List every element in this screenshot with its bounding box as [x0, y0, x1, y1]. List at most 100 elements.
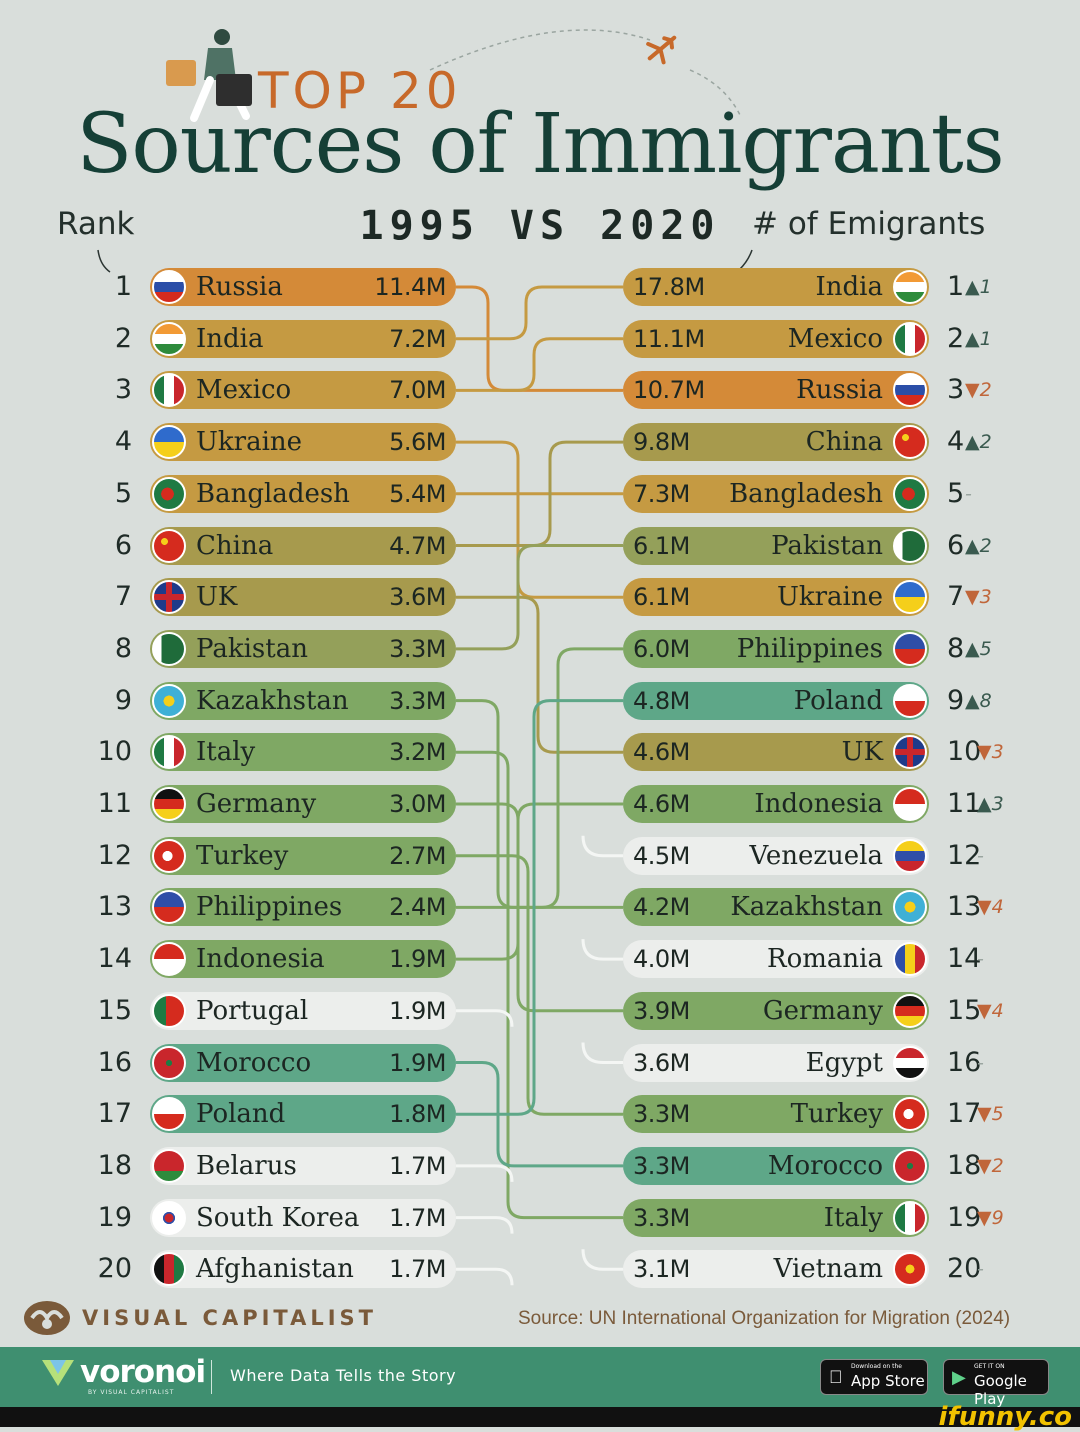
afghanistan-flag — [152, 1252, 186, 1287]
visual-capitalist-logo — [24, 1301, 70, 1335]
app-store-small: Download on the — [851, 1363, 902, 1370]
emigrant-value: 4.5M — [633, 841, 690, 870]
emigrant-value: 11.4M — [374, 273, 446, 301]
years-header: 1995 VS 2020 — [359, 203, 721, 249]
uk-flag — [893, 735, 927, 770]
emigrants-header: # of Emigrants — [752, 206, 986, 242]
india-flag — [152, 321, 186, 356]
rank-change: ▼4 — [977, 999, 1004, 1022]
poland-flag — [152, 1097, 186, 1132]
emigrant-value: 1.9M — [389, 1048, 446, 1077]
country-name: Vietnam — [773, 1254, 883, 1285]
philippines-flag — [152, 890, 186, 925]
country-name: Bangladesh — [196, 478, 350, 509]
country-name: UK — [841, 737, 883, 768]
country-name: Mexico — [196, 375, 292, 406]
country-pill-2020: 3.9M Germany — [623, 991, 929, 1030]
emigrant-value: 4.6M — [633, 790, 690, 818]
rank-1995: 5 — [114, 477, 132, 509]
emigrant-value: 3.9M — [633, 996, 690, 1025]
country-pill-2020: 4.6M UK — [623, 733, 929, 772]
country-pill-2020: 3.1M Vietnam — [623, 1250, 929, 1289]
country-pill-1995: Bangladesh 5.4M — [150, 474, 456, 513]
rank-2020: 6 — [947, 529, 965, 561]
country-name: Russia — [196, 272, 283, 302]
emigrant-value: 5.6M — [389, 428, 446, 457]
emigrant-value: 4.2M — [633, 893, 690, 922]
emigrant-value: 3.3M — [633, 1100, 690, 1129]
country-name: Kazakhstan — [196, 685, 349, 716]
rank-2020: 9 — [947, 684, 965, 716]
mexico-flag — [893, 321, 927, 356]
rank-2020: 11 — [947, 788, 982, 819]
country-pill-1995: Ukraine 5.6M — [150, 423, 456, 462]
top20-kicker: TOP 20 — [258, 62, 462, 120]
rank-change: - — [977, 1258, 984, 1281]
rank-change: ▲1 — [965, 276, 992, 298]
rank-2020: 2 — [947, 322, 965, 354]
country-pill-2020: 3.3M Turkey — [623, 1095, 929, 1134]
country-name: India — [196, 323, 264, 354]
rank-2020: 8 — [947, 632, 965, 664]
google-play-small: GET IT ON — [974, 1363, 1005, 1370]
bangladesh-flag — [152, 476, 186, 511]
country-name: Italy — [823, 1202, 883, 1233]
country-pill-1995: Portugal 1.9M — [150, 991, 456, 1030]
india-flag — [893, 270, 927, 304]
emigrant-value: 6.0M — [633, 634, 690, 663]
country-name: Indonesia — [196, 944, 325, 975]
connector-uk — [456, 595, 623, 754]
app-subtitle: BY VISUAL CAPITALIST — [88, 1389, 175, 1396]
rank-change: - — [977, 844, 984, 867]
rank-change: - — [977, 948, 984, 971]
country-name: Philippines — [196, 892, 343, 923]
connector-new-romania — [581, 939, 623, 961]
country-pill-2020: 4.5M Venezuela — [623, 836, 929, 875]
country-pill-1995: Germany 3.0M — [150, 785, 456, 823]
country-name: Kazakhstan — [730, 892, 883, 923]
country-pill-1995: Afghanistan 1.7M — [150, 1250, 456, 1289]
tagline: Where Data Tells the Story — [230, 1366, 457, 1385]
connector-new-egypt — [581, 1042, 623, 1064]
rank-2020: 7 — [947, 581, 965, 613]
rank-change: ▼3 — [965, 586, 992, 609]
connector-turkey — [456, 854, 623, 1116]
emigrant-value: 3.6M — [389, 583, 446, 612]
rank-2020: 1 — [947, 271, 965, 302]
emigrant-value: 2.7M — [389, 841, 446, 870]
country-name: Indonesia — [754, 789, 883, 819]
app-store-button[interactable]:  Download on the App Store — [820, 1359, 928, 1395]
connector-south-korea — [456, 1216, 514, 1234]
country-name: Belarus — [196, 1150, 297, 1181]
kazakhstan-flag — [893, 890, 927, 925]
connector-italy — [456, 750, 623, 1220]
country-name: Germany — [762, 995, 883, 1026]
country-pill-2020: 11.1M Mexico — [623, 319, 929, 358]
google-play-button[interactable]: ▶ GET IT ON Google Play — [943, 1359, 1049, 1408]
rank-2020: 14 — [947, 943, 982, 975]
emigrant-value: 1.7M — [389, 1151, 446, 1180]
rank-2020: 16 — [947, 1046, 982, 1078]
country-name: Russia — [796, 375, 883, 406]
rank-1995: 12 — [97, 839, 132, 871]
rank-2020: 19 — [947, 1201, 982, 1233]
voronoi-logo-icon — [42, 1360, 74, 1386]
google-play-label: Google Play — [974, 1372, 1027, 1408]
flight-path-decoration — [429, 29, 741, 116]
connector-mexico — [456, 337, 623, 392]
country-pill-2020: 6.1M Ukraine — [623, 578, 929, 617]
emigrant-value: 3.0M — [389, 790, 446, 818]
emigrant-value: 3.2M — [389, 738, 446, 767]
belarus-flag — [152, 1148, 186, 1183]
emigrant-value: 7.0M — [389, 376, 446, 405]
rank-1995: 10 — [97, 736, 132, 768]
country-pill-2020: 4.0M Romania — [623, 940, 929, 979]
germany-flag — [152, 787, 186, 821]
emigrant-value: 3.3M — [389, 634, 446, 663]
country-pill-1995: Mexico 7.0M — [150, 371, 456, 410]
emigrant-value: 3.3M — [389, 686, 446, 715]
country-name: Romania — [767, 944, 883, 975]
rank-1995: 9 — [114, 684, 132, 716]
country-name: Pakistan — [196, 633, 308, 664]
rank-change: ▲3 — [977, 793, 1004, 815]
